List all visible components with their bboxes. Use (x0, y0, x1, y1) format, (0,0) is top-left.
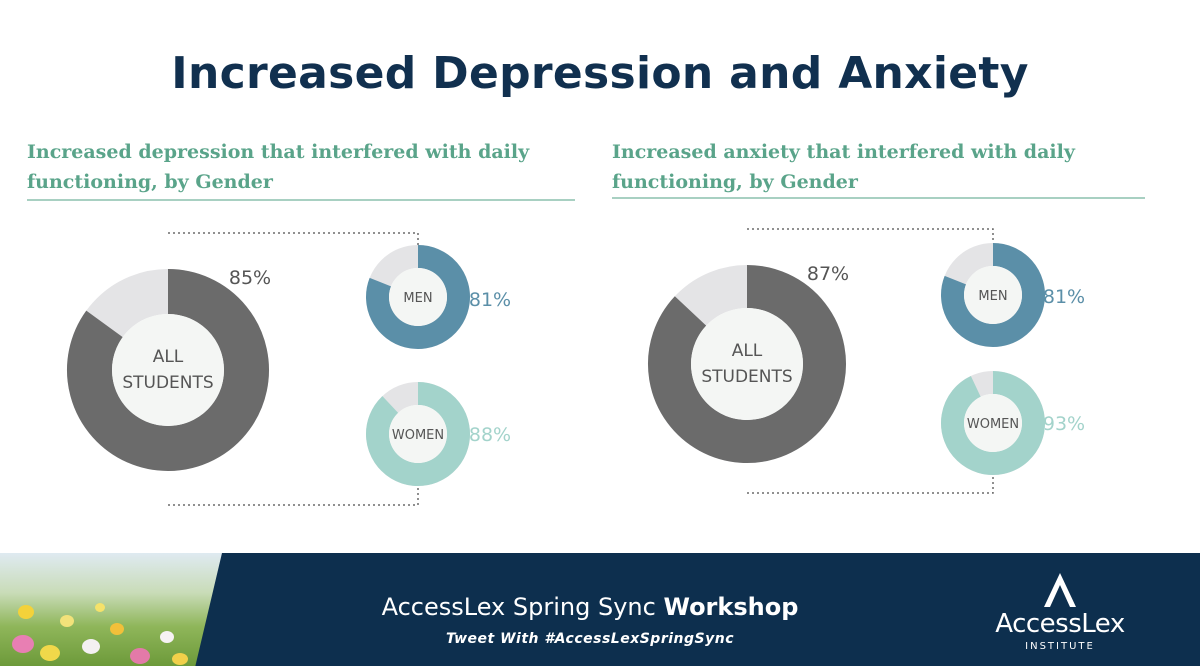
men-value: 81% (469, 289, 511, 311)
women-donut-slice (366, 382, 470, 486)
event-name: AccessLex Spring Sync (381, 593, 656, 621)
women-donut-slice (941, 371, 1045, 475)
event-type: Workshop (663, 593, 799, 621)
all-students-label: ALL (153, 347, 184, 367)
women-donut-hole (964, 394, 1022, 452)
divider (612, 197, 1145, 199)
all-students-label: STUDENTS (122, 373, 213, 393)
divider (27, 199, 575, 201)
footer-banner: AccessLex Spring Sync Workshop Tweet Wit… (0, 553, 1200, 666)
women-label: WOMEN (392, 428, 444, 443)
bracket-bottom (747, 475, 994, 494)
men-donut-slice (941, 243, 1045, 347)
men-donut-hole (964, 266, 1022, 324)
men-label: MEN (978, 289, 1007, 304)
all-students-label: ALL (732, 341, 763, 361)
women-donut-hole (389, 405, 447, 463)
page-title: Increased Depression and Anxiety (171, 48, 1029, 99)
all-students-label: STUDENTS (701, 367, 792, 387)
chart-title-anxiety: Increased anxiety that interfered with d… (612, 137, 1075, 197)
flowers-image (0, 553, 222, 666)
women-value: 93% (1043, 413, 1085, 435)
all-students-donut-slice (67, 269, 269, 471)
tweet-hashtag: Tweet With #AccessLexSpringSync (445, 631, 734, 647)
men-value: 81% (1043, 286, 1085, 308)
logo-subtitle: INSTITUTE (1025, 641, 1095, 652)
event-title: AccessLex Spring Sync Workshop (310, 593, 870, 621)
bracket-top (168, 232, 419, 245)
chart-title-line: functioning, by Gender (612, 171, 858, 193)
chart-title-line: Increased depression that interfered wit… (27, 141, 530, 163)
men-donut-slice (366, 245, 470, 349)
men-donut-hole (389, 268, 447, 326)
donut-charts: ALL STUDENTS MEN WOMEN 85% 81% 88% ALL STUDENTS M… (67, 228, 1085, 506)
all-students-donut-slice (648, 265, 846, 463)
all-students-donut-hole (691, 308, 803, 420)
women-value: 88% (469, 424, 511, 446)
all-students-value: 85% (229, 267, 271, 289)
men-label: MEN (403, 291, 432, 306)
logo-name: AccessLex (995, 609, 1125, 639)
accesslex-logo-icon (1044, 573, 1076, 607)
all-students-donut-hole (112, 314, 224, 426)
chart-title-depression: Increased depression that interfered wit… (27, 137, 529, 197)
chart-title-line: functioning, by Gender (27, 171, 273, 193)
bracket-top (747, 228, 994, 243)
women-label: WOMEN (967, 417, 1019, 432)
bracket-bottom (168, 486, 419, 506)
all-students-value: 87% (807, 263, 849, 285)
chart-title-line: Increased anxiety that interfered with d… (612, 141, 1075, 163)
